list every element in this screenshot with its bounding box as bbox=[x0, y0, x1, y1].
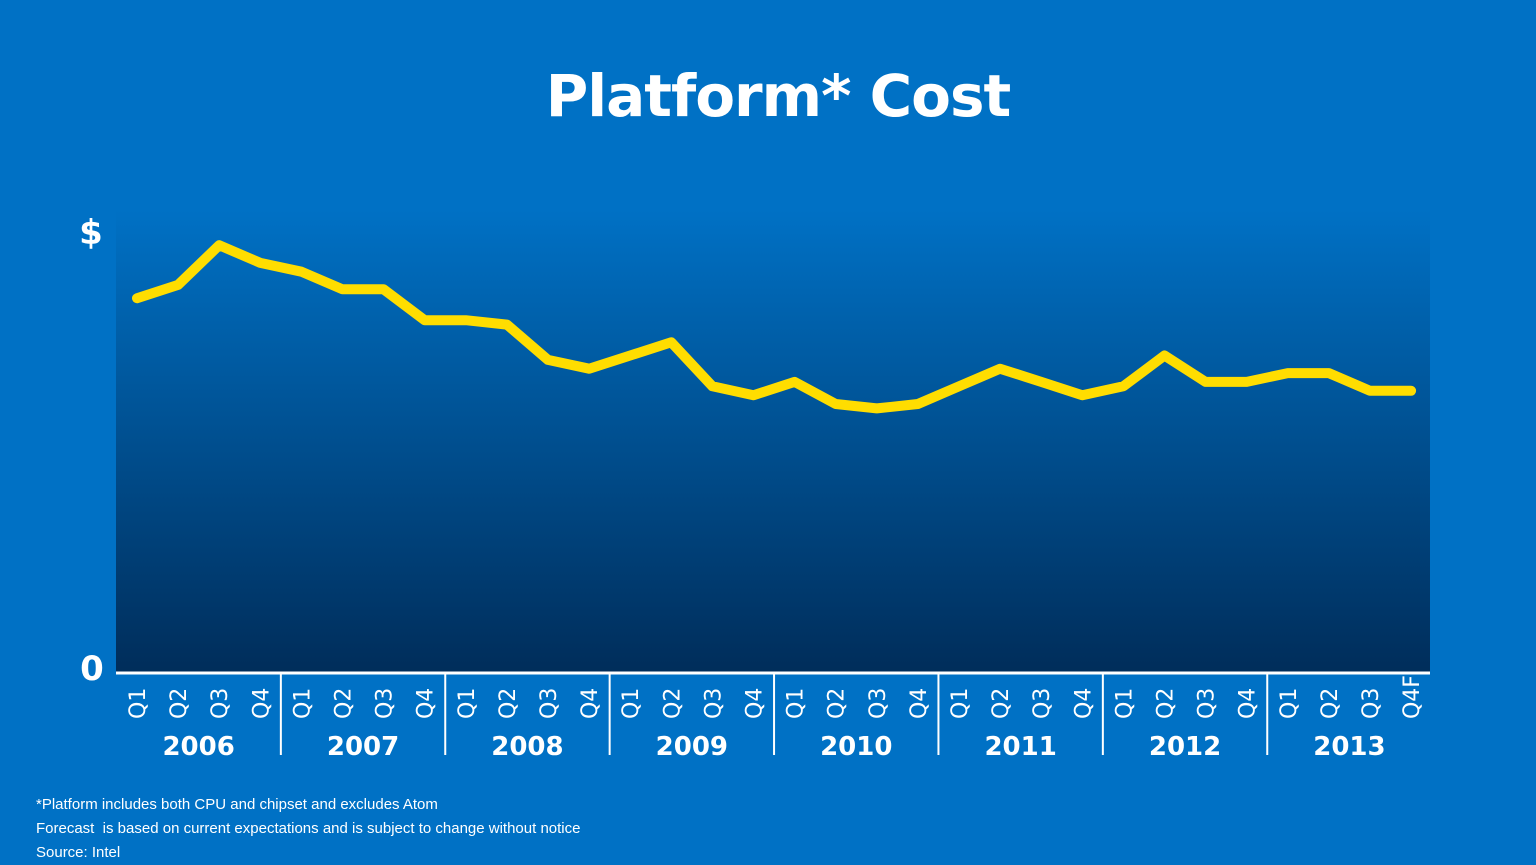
data-point bbox=[707, 381, 717, 391]
data-point bbox=[461, 315, 471, 325]
data-point bbox=[132, 293, 142, 303]
quarter-label: Q1 bbox=[1277, 688, 1302, 719]
quarter-label: Q4 bbox=[578, 688, 603, 719]
quarter-label: Q1 bbox=[126, 688, 151, 719]
footnote-forecast: Forecast is based on current expectation… bbox=[36, 820, 581, 837]
quarter-label: Q2 bbox=[825, 688, 850, 719]
series-line bbox=[132, 240, 1417, 414]
data-point bbox=[584, 364, 594, 374]
quarter-label: Q1 bbox=[290, 688, 315, 719]
data-point bbox=[1036, 377, 1046, 387]
data-point bbox=[379, 284, 389, 294]
data-point bbox=[666, 337, 676, 347]
data-point bbox=[954, 381, 964, 391]
data-point bbox=[1160, 351, 1169, 360]
quarter-label: Q1 bbox=[1112, 688, 1137, 719]
year-label: 2012 bbox=[1149, 732, 1221, 762]
quarter-label: Q1 bbox=[455, 688, 480, 719]
data-point bbox=[995, 364, 1005, 374]
footnote-platform: *Platform includes both CPU and chipset … bbox=[36, 796, 438, 813]
data-point bbox=[1324, 368, 1334, 378]
data-point bbox=[1118, 381, 1128, 391]
data-point bbox=[1406, 386, 1416, 396]
data-point bbox=[790, 377, 800, 387]
data-point bbox=[255, 258, 265, 268]
quarter-label: Q3 bbox=[1030, 688, 1055, 719]
year-label: 2008 bbox=[491, 732, 563, 762]
quarter-label: Q4 bbox=[743, 688, 768, 719]
data-point bbox=[625, 351, 635, 360]
quarter-label: Q4 bbox=[249, 688, 274, 719]
year-label: 2009 bbox=[656, 732, 728, 762]
quarter-label: Q4 bbox=[907, 688, 932, 719]
quarter-label: Q1 bbox=[619, 688, 644, 719]
data-point bbox=[1242, 377, 1252, 387]
y-axis-zero-label: 0 bbox=[80, 649, 104, 689]
data-point bbox=[543, 355, 553, 365]
quarter-label: Q4 bbox=[1236, 688, 1261, 719]
quarter-label: Q3 bbox=[1359, 688, 1384, 719]
data-point bbox=[296, 267, 306, 277]
data-point bbox=[872, 403, 882, 413]
data-point bbox=[1365, 386, 1375, 396]
quarter-label: Q4 bbox=[1071, 688, 1096, 719]
data-point bbox=[338, 284, 347, 294]
data-point bbox=[1283, 368, 1293, 378]
data-point bbox=[214, 240, 224, 250]
data-point bbox=[420, 315, 430, 325]
quarter-label: Q3 bbox=[701, 688, 726, 719]
quarter-label: Q1 bbox=[784, 688, 809, 719]
year-label: 2010 bbox=[820, 732, 892, 762]
data-point bbox=[749, 390, 758, 400]
data-point bbox=[1077, 390, 1087, 400]
y-axis-top-label: $ bbox=[79, 213, 103, 253]
quarter-label: Q4F bbox=[1400, 675, 1425, 719]
chart-title: Platform* Cost bbox=[545, 62, 1012, 130]
quarter-label: Q3 bbox=[1195, 688, 1220, 719]
quarter-label: Q3 bbox=[537, 688, 562, 719]
quarter-label: Q3 bbox=[208, 688, 233, 719]
year-label: 2011 bbox=[984, 732, 1056, 762]
data-point bbox=[1201, 377, 1211, 387]
quarter-label: Q2 bbox=[496, 688, 521, 719]
quarter-label: Q3 bbox=[866, 688, 891, 719]
quarter-label: Q2 bbox=[332, 688, 357, 719]
data-point bbox=[502, 320, 512, 330]
data-point bbox=[173, 280, 183, 290]
year-label: 2007 bbox=[327, 732, 399, 762]
data-point bbox=[913, 399, 923, 409]
quarter-label: Q2 bbox=[167, 688, 192, 719]
quarter-label: Q2 bbox=[1154, 688, 1179, 719]
quarter-label: Q2 bbox=[989, 688, 1014, 719]
footnote-source: Source: Intel bbox=[36, 844, 121, 861]
quarter-label: Q4 bbox=[414, 688, 439, 719]
quarter-label: Q1 bbox=[948, 688, 973, 719]
data-point bbox=[831, 399, 841, 409]
footnotes: *Platform includes both CPU and chipset … bbox=[36, 793, 580, 865]
year-label: 2006 bbox=[162, 732, 234, 762]
quarter-label: Q3 bbox=[373, 688, 398, 719]
quarter-label: Q2 bbox=[660, 688, 685, 719]
quarter-label: Q2 bbox=[1318, 688, 1343, 719]
year-label: 2013 bbox=[1313, 732, 1385, 762]
